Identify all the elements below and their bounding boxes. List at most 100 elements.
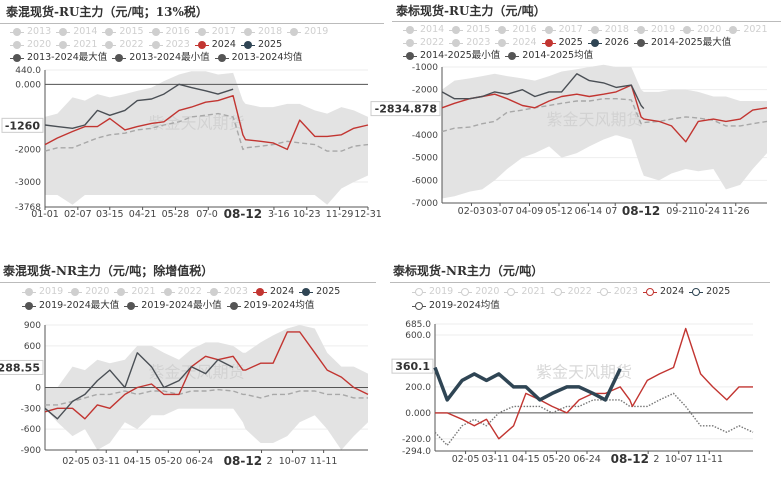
legend-item[interactable]: 2024 [194, 39, 236, 51]
legend-label: 2018 [604, 24, 629, 35]
legend-item[interactable]: 2015 [449, 24, 490, 36]
legend-item[interactable]: 2023 [596, 286, 638, 298]
legend-marker-icon [587, 25, 602, 35]
legend-item[interactable]: 2019-2024均值 [412, 300, 500, 312]
x-tick-label: 11-26 [722, 206, 750, 217]
legend-label: 2023 [165, 39, 190, 50]
legend-item[interactable]: 2022 [550, 286, 592, 298]
legend-marker-icon [633, 25, 648, 35]
legend-item[interactable]: 2023 [206, 286, 248, 298]
legend-item[interactable]: 2014 [56, 26, 97, 38]
legend-item[interactable]: 2023 [148, 39, 190, 51]
legend-item[interactable]: 2021 [726, 24, 768, 36]
y-pointer-box [0, 359, 44, 375]
legend-item[interactable]: 2020 [680, 24, 721, 36]
legend-item[interactable]: 2013-2024最大值 [10, 52, 107, 64]
legend-item[interactable]: 2020 [10, 39, 51, 51]
legend-marker-icon [194, 40, 209, 50]
legend-item[interactable]: 2025 [299, 286, 340, 298]
legend-item[interactable]: 2013-2024最小值 [112, 52, 210, 64]
legend-item[interactable]: 2019 [412, 286, 453, 298]
x-tick-label: 02-03 [458, 206, 486, 217]
legend-marker-icon [112, 53, 127, 63]
legend-marker-icon [550, 287, 565, 297]
legend-item[interactable]: 2025 [689, 286, 730, 298]
legend-item[interactable]: 2015 [102, 26, 144, 38]
legend-item[interactable]: 2016 [495, 24, 537, 36]
legend-marker-icon [403, 51, 417, 61]
legend-item[interactable]: 2014-2025最大值 [633, 37, 731, 49]
legend-item[interactable]: 2019 [633, 24, 675, 36]
legend-item[interactable]: 2020 [68, 286, 109, 298]
legend-item[interactable]: 2014-2025均值 [505, 50, 593, 62]
legend-item[interactable]: 2016 [148, 26, 190, 38]
legend-item[interactable]: 2025 [240, 39, 283, 51]
legend-marker-icon [160, 287, 175, 297]
legend-item[interactable]: 2022 [102, 39, 144, 51]
legend-item[interactable]: 2013 [10, 26, 51, 38]
legend-label: 2017 [211, 26, 236, 37]
legend-marker-icon [541, 38, 556, 48]
legend-label: 2021 [131, 286, 156, 297]
legend-marker-icon [194, 27, 209, 37]
y-tick-label: -3768 [15, 203, 41, 213]
legend-label: 2020 [27, 39, 52, 50]
x-tick-label: 10-24 [692, 206, 720, 217]
legend-item[interactable]: 2023 [449, 37, 490, 49]
legend-item[interactable]: 2020 [458, 286, 499, 298]
legend-item[interactable]: 2018 [240, 26, 282, 38]
x-pointer-label: 08-12 [622, 204, 660, 218]
legend-label: 2019 [304, 26, 329, 37]
legend-item[interactable]: 2019 [287, 26, 328, 38]
y-pointer-label: 360.1 [395, 360, 430, 373]
y-pointer-box [391, 358, 434, 374]
legend-marker-icon [10, 40, 24, 50]
legend-marker-icon [56, 27, 71, 37]
y-tick-label: 685.0 [405, 320, 431, 330]
x-tick-label: 11-11 [696, 454, 724, 465]
watermark: 紫金天风期货 [148, 363, 244, 382]
legend-row: 2019 2020 2021 2022 2023 2024 2025 [22, 286, 340, 298]
legend-item[interactable]: 2026 [587, 37, 629, 49]
x-tick-label: 07 [605, 206, 617, 217]
legend-item[interactable]: 2021 [114, 286, 156, 298]
legend-item[interactable]: 2017 [194, 26, 236, 38]
legend-marker-icon [148, 27, 163, 37]
y-tick-label: -3000 [15, 178, 41, 188]
x-tick-label: 04-09 [516, 206, 544, 217]
legend-marker-icon [412, 287, 426, 297]
legend-marker-icon [10, 27, 24, 37]
legend-item[interactable]: 2025 [541, 37, 583, 49]
legend-item[interactable]: 2014-2025最小值 [403, 50, 500, 62]
legend-item[interactable]: 2022 [403, 37, 444, 49]
legend-item[interactable]: 2019 [22, 286, 63, 298]
legend-item[interactable]: 2024 [642, 286, 684, 298]
legend-item[interactable]: 2019-2024最小值 [124, 300, 222, 312]
legend-label: 2019-2024均值 [243, 300, 315, 311]
legend-item[interactable]: 2021 [504, 286, 546, 298]
legend-item[interactable]: 2014 [403, 24, 444, 36]
legend-label: 2026 [604, 37, 629, 48]
x-tick-label: 04-15 [512, 454, 540, 465]
legend-item[interactable]: 2019-2024最大值 [22, 300, 119, 312]
legend-marker-icon [403, 38, 417, 48]
legend-item[interactable]: 2021 [56, 39, 97, 51]
legend-label: 2021 [73, 39, 98, 50]
legend-item[interactable]: 2019-2024均值 [226, 300, 315, 312]
legend-item[interactable]: 2013-2024均值 [214, 52, 302, 64]
legend-item[interactable]: 2022 [160, 286, 202, 298]
x-tick-label: 10-23 [293, 209, 321, 220]
legend-marker-icon [206, 287, 221, 297]
legend-item[interactable]: 2018 [587, 24, 629, 36]
series-line-2024 [44, 331, 369, 420]
legend-label: 2025 [257, 39, 283, 50]
chart-1-divider [0, 23, 384, 24]
x-pointer-label: 08-12 [611, 452, 649, 466]
y-pointer-box [370, 101, 441, 117]
legend-item[interactable]: 2017 [541, 24, 583, 36]
legend-label: 2021 [521, 286, 546, 297]
legend-marker-icon [495, 25, 510, 35]
legend-item[interactable]: 2024 [252, 286, 294, 298]
legend-item[interactable]: 2024 [495, 37, 537, 49]
legend-marker-icon [22, 287, 36, 297]
